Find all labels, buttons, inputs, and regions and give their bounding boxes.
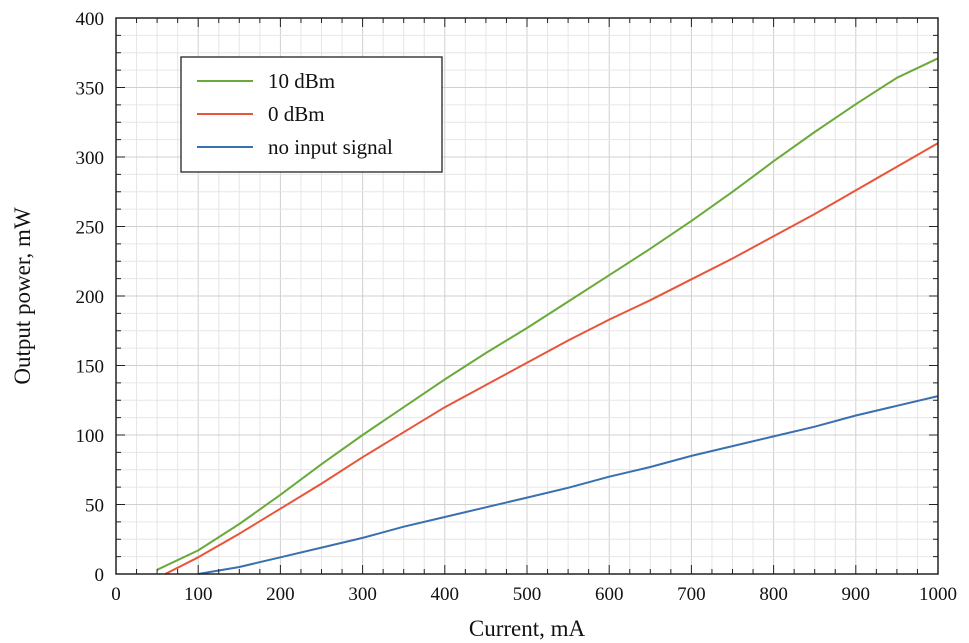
x-tick-label: 700: [677, 584, 706, 605]
legend-label: 10 dBm: [268, 69, 335, 93]
series-line-3: [198, 395, 939, 575]
y-tick-label: 400: [76, 9, 105, 30]
y-tick-label: 150: [76, 357, 105, 378]
y-tick-label: 200: [76, 287, 105, 308]
series-line-1: [156, 57, 939, 571]
series-line-2: [164, 142, 939, 575]
legend: 10 dBm 0 dBm no input signal: [180, 56, 443, 173]
y-tick-label: 0: [95, 565, 105, 586]
x-tick-label: 400: [431, 584, 460, 605]
x-tick-label: 300: [348, 584, 377, 605]
x-axis-label: Current, mA: [469, 616, 586, 641]
series-layer: [156, 57, 939, 575]
x-tick-label: 500: [513, 584, 542, 605]
legend-label: 0 dBm: [268, 102, 325, 126]
y-axis-label: Output power, mW: [10, 207, 35, 385]
tick-labels: 0 100 200 300 400 500 600 700 800 900 1000 0 50 100 15…: [76, 9, 958, 605]
x-tick-label: 0: [111, 584, 121, 605]
x-tick-label: 900: [842, 584, 871, 605]
y-tick-label: 50: [85, 496, 104, 517]
x-tick-label: 800: [759, 584, 788, 605]
ticks: [115, 17, 939, 575]
y-tick-label: 250: [76, 218, 105, 239]
legend-label: no input signal: [268, 135, 393, 159]
y-tick-label: 350: [76, 79, 105, 100]
x-tick-label: 100: [184, 584, 213, 605]
y-tick-label: 100: [76, 426, 105, 447]
x-tick-label: 600: [595, 584, 624, 605]
x-tick-label: 1000: [919, 584, 957, 605]
y-tick-label: 300: [76, 148, 105, 169]
x-tick-label: 200: [266, 584, 295, 605]
